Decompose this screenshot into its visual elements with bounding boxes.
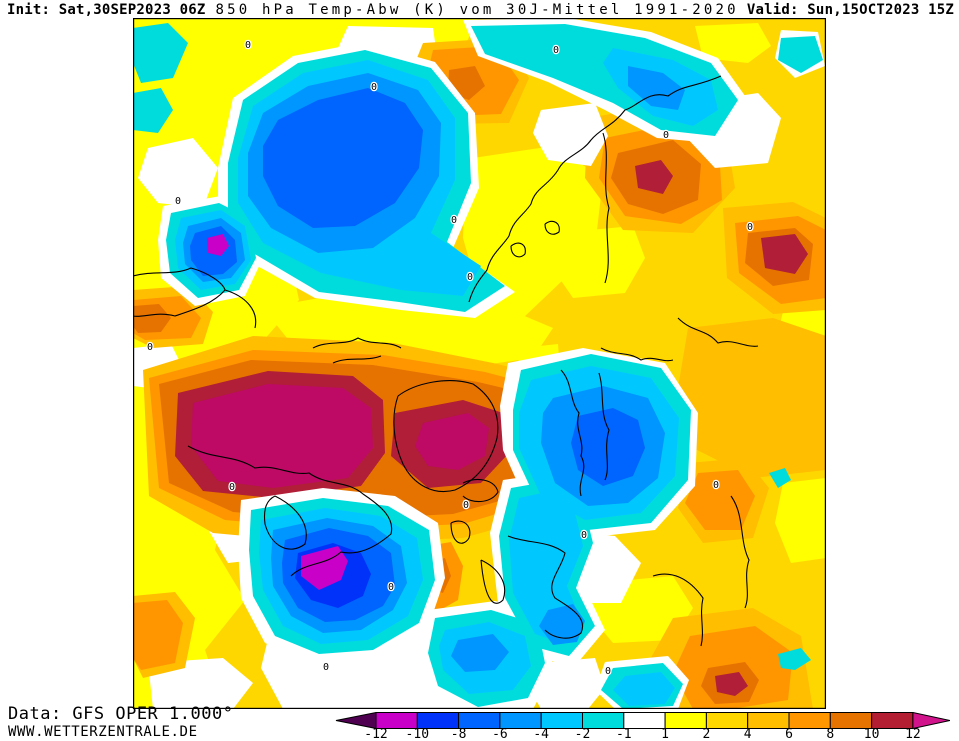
svg-text:0: 0 xyxy=(605,666,611,677)
legend-tick-1: 1 xyxy=(661,727,670,741)
legend-tick--1: -1 xyxy=(615,727,632,741)
legend-tick--10: -10 xyxy=(405,727,430,741)
color-scale-legend xyxy=(335,712,951,730)
legend-tick--12: -12 xyxy=(364,727,388,741)
map-subject-label: 850 hPa Temp-Abw (K) vom 30J-Mittel 1991… xyxy=(215,1,739,18)
svg-text:0: 0 xyxy=(663,130,669,141)
legend-tick-2: 2 xyxy=(702,727,711,741)
svg-text:0: 0 xyxy=(747,222,753,233)
website-label: WWW.WETTERZENTRALE.DE xyxy=(8,724,198,740)
weather-map: 0 0 0 0 0 0 0 0 0 0 0 0 0 0 0 0 xyxy=(133,18,826,709)
svg-text:0: 0 xyxy=(371,82,377,93)
svg-text:0: 0 xyxy=(581,530,587,541)
legend-tick--2: -2 xyxy=(574,727,591,741)
legend-tick-labels: -12 -10 -8 -6 -4 -2 -1 1 2 4 6 8 10 12 xyxy=(335,727,955,741)
legend-tick--8: -8 xyxy=(450,727,467,741)
legend-tick-10: 10 xyxy=(863,727,880,741)
svg-text:0: 0 xyxy=(147,342,153,353)
svg-text:0: 0 xyxy=(175,196,181,207)
data-source-label: Data: GFS OPER 1.000° xyxy=(8,704,234,724)
legend-tick-4: 4 xyxy=(743,727,752,741)
title-bar: Init: Sat,30SEP2023 06Z 850 hPa Temp-Abw… xyxy=(7,1,954,18)
svg-text:0: 0 xyxy=(467,272,473,283)
svg-text:0: 0 xyxy=(553,45,559,56)
legend-tick--6: -6 xyxy=(492,727,508,741)
legend-tick-6: 6 xyxy=(785,727,793,741)
svg-text:0: 0 xyxy=(388,582,394,593)
svg-text:0: 0 xyxy=(229,482,235,493)
svg-text:0: 0 xyxy=(463,500,469,511)
legend-tick-12: 12 xyxy=(905,727,921,741)
legend-tick-8: 8 xyxy=(826,727,835,741)
svg-text:0: 0 xyxy=(323,662,329,673)
weather-map-svg: 0 0 0 0 0 0 0 0 0 0 0 0 0 0 0 0 xyxy=(133,18,826,709)
valid-time-label: Valid: Sun,15OCT2023 15Z xyxy=(746,1,954,18)
init-time-label: Init: Sat,30SEP2023 06Z xyxy=(7,1,206,18)
svg-text:0: 0 xyxy=(245,40,251,51)
legend-tick--4: -4 xyxy=(533,727,550,741)
svg-text:0: 0 xyxy=(713,480,719,491)
svg-text:0: 0 xyxy=(451,215,457,226)
